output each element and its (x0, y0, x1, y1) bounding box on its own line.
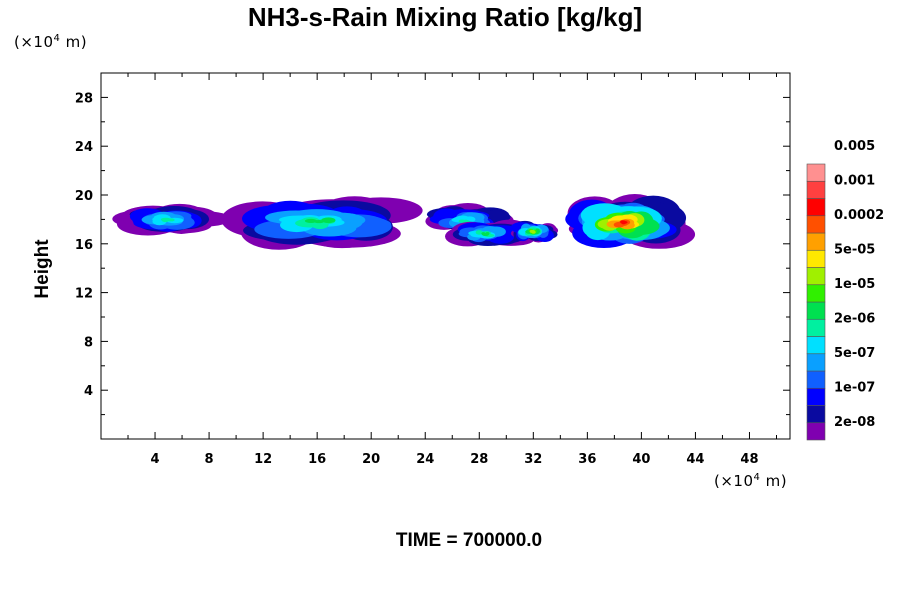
colorbar-swatch (806, 215, 826, 234)
colorbar-swatch (806, 232, 826, 251)
x-tick-label: 16 (308, 452, 326, 467)
x-tick-label: 12 (254, 452, 272, 467)
colorbar-swatch (806, 267, 826, 286)
x-tick-label: 4 (151, 452, 160, 467)
contour-blob (531, 230, 536, 234)
colorbar-swatch (806, 370, 826, 389)
colorbar-swatch (806, 301, 826, 320)
x-tick-label: 36 (578, 452, 596, 467)
colorbar-swatch (806, 284, 826, 303)
colorbar-swatch (806, 249, 826, 268)
cloud-region (565, 194, 696, 249)
y-unit-suffix: m) (60, 33, 88, 51)
y-tick-label: 24 (75, 140, 93, 155)
colorbar-label: 5e-05 (834, 242, 875, 257)
contour-blob (475, 230, 483, 235)
y-tick-label: 28 (75, 91, 93, 106)
cloud-region (221, 196, 423, 250)
colorbar-swatch (806, 353, 826, 372)
colorbar-swatch (806, 318, 826, 337)
x-axis-unit: (×104 m) (714, 472, 787, 490)
contour-blob (481, 232, 486, 236)
colorbar-swatch (806, 422, 826, 441)
x-tick-label: 44 (686, 452, 704, 467)
contour-blob (620, 220, 626, 224)
x-tick-label: 24 (416, 452, 434, 467)
colorbar-label: 5e-07 (834, 346, 875, 361)
time-label: TIME = 700000.0 (395, 530, 543, 551)
x-tick-label: 28 (470, 452, 488, 467)
contour-blob (167, 218, 175, 222)
colorbar-label: 1e-07 (834, 380, 875, 395)
y-tick-label: 16 (75, 238, 93, 253)
cloud-region (510, 220, 559, 243)
x-unit-suffix: m) (760, 472, 788, 490)
colorbar-label: 2e-08 (834, 415, 875, 430)
x-tick-label: 8 (205, 452, 214, 467)
colorbar-swatch (806, 387, 826, 406)
contour-blob (458, 219, 466, 223)
contour-blob (321, 217, 336, 224)
contour-blob (314, 219, 324, 224)
x-tick-label: 40 (632, 452, 650, 467)
colorbar-swatch (806, 198, 826, 217)
colorbar: 2e-08 1e-07 5e-07 2e-06 1e-05 5e-05 0.0002 0.00… (806, 139, 884, 441)
chart-title: NH3-s-Rain Mixing Ratio [kg/kg] (247, 2, 643, 32)
y-tick-label: 12 (75, 287, 93, 302)
colorbar-label: 0.0002 (834, 208, 884, 223)
contour-blob (485, 232, 490, 236)
y-unit-prefix: (×10 (14, 33, 54, 51)
cloud-region (112, 203, 232, 236)
colorbar-label: 2e-06 (834, 311, 875, 326)
y-axis-unit: (×104 m) (14, 33, 87, 51)
y-tick-label: 8 (84, 335, 93, 350)
x-tick-label: 20 (362, 452, 380, 467)
plot-frame (100, 72, 791, 440)
x-tick-label: 48 (740, 452, 758, 467)
y-tick-label: 4 (84, 384, 93, 399)
colorbar-swatch (806, 163, 826, 182)
colorbar-swatch (806, 336, 826, 355)
x-unit-prefix: (×10 (714, 472, 754, 490)
colorbar-label: 1e-05 (834, 277, 875, 292)
colorbar-label: 0.001 (834, 173, 875, 188)
y-unit-exponent: 4 (53, 33, 61, 44)
contour-field (112, 194, 696, 250)
x-unit-exponent: 4 (753, 472, 761, 483)
colorbar-label: 0.005 (834, 139, 875, 154)
colorbar-swatch (806, 180, 826, 199)
y-tick-label: 20 (75, 189, 93, 204)
contour-blob (304, 218, 318, 224)
x-tick-label: 32 (524, 452, 542, 467)
colorbar-swatch (806, 405, 826, 424)
